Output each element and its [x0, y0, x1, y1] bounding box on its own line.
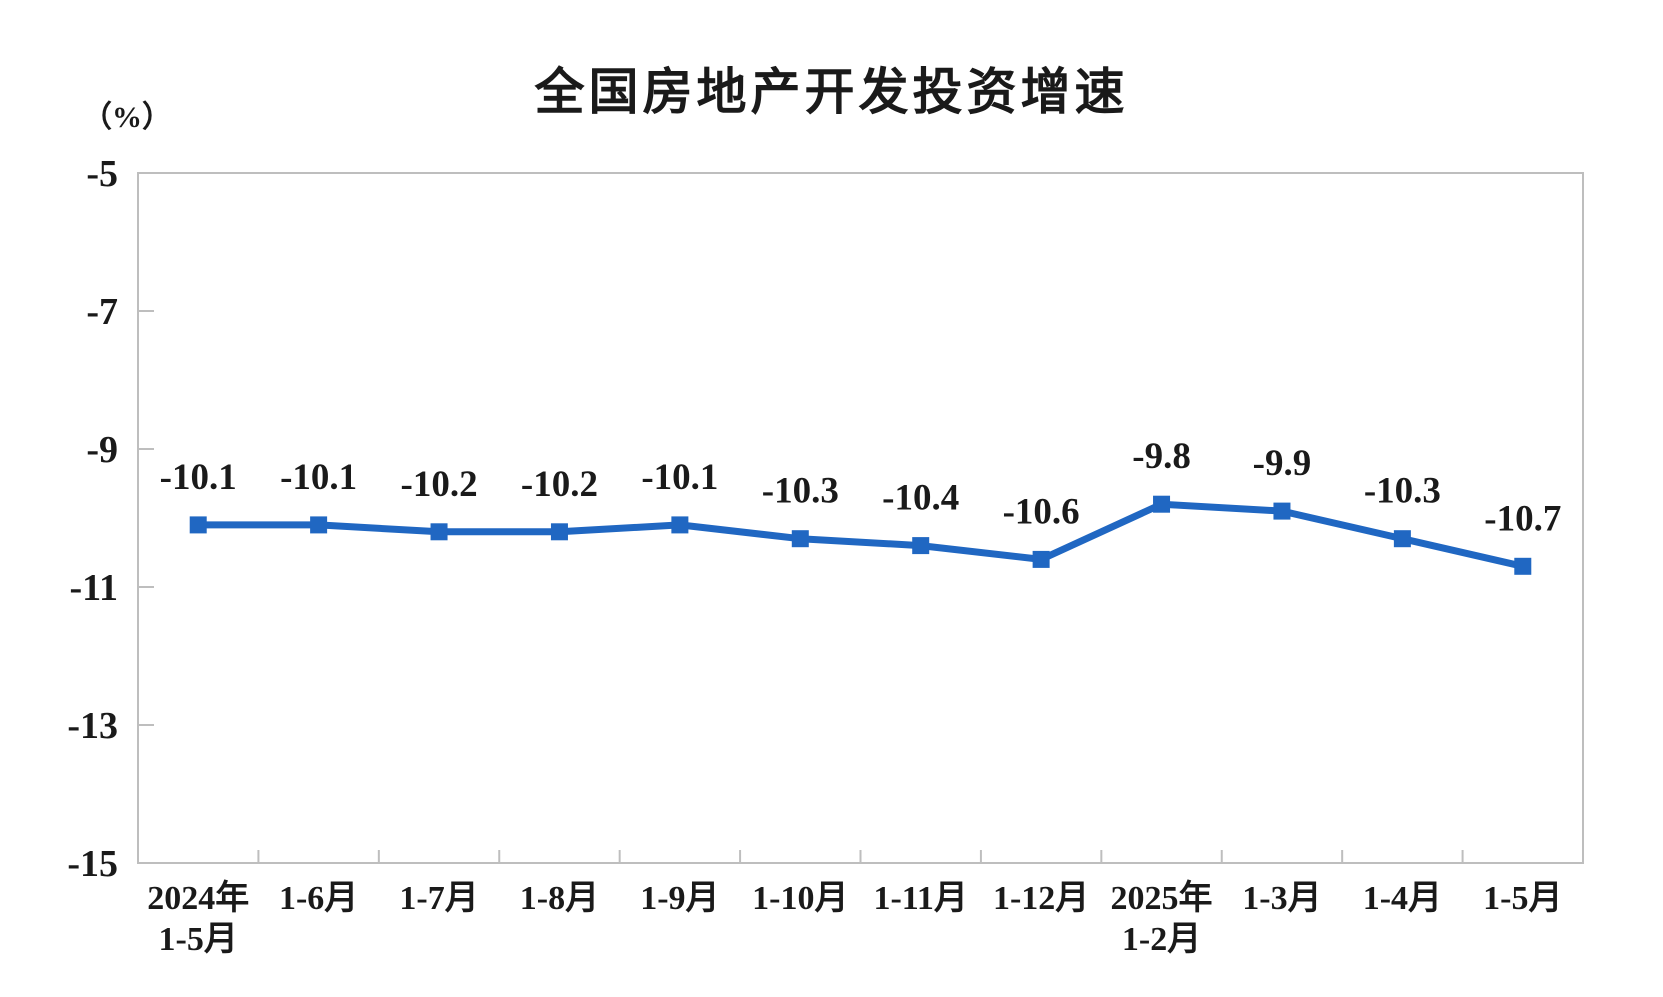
- plot-border: [137, 172, 1584, 864]
- data-point-marker: [430, 523, 448, 541]
- data-point-label: -10.1: [160, 457, 237, 498]
- x-axis-category-label: 1-9月: [640, 880, 719, 917]
- data-point-label: -10.2: [521, 464, 598, 505]
- y-axis-tick-label: -11: [69, 567, 118, 609]
- x-axis-category-label: 1-5月: [1483, 880, 1562, 917]
- data-line: [194, 500, 1527, 570]
- y-axis-tick-label: -7: [86, 291, 118, 333]
- data-point-marker: [1153, 495, 1171, 513]
- data-point-marker: [310, 516, 328, 534]
- y-axis-tick-label: -5: [86, 153, 118, 195]
- data-point-marker: [791, 530, 809, 548]
- data-point-marker: [189, 516, 207, 534]
- x-axis-category-label: 2025年 1-2月: [1111, 879, 1213, 958]
- x-axis-category-label: 1-4月: [1363, 880, 1442, 917]
- data-point-label: -10.3: [1364, 471, 1441, 512]
- y-axis-tick-label: -13: [67, 705, 118, 747]
- data-point-marker: [1393, 530, 1411, 548]
- data-point-marker: [1273, 502, 1291, 520]
- data-point-marker: [671, 516, 689, 534]
- x-axis-category-label: 1-10月: [752, 880, 848, 917]
- x-axis-category-label: 1-6月: [279, 880, 358, 917]
- data-point-label: -9.9: [1253, 443, 1312, 484]
- data-point-label: -10.2: [401, 464, 478, 505]
- x-axis-category-label: 1-8月: [520, 880, 599, 917]
- y-axis-tick-label: -9: [86, 429, 118, 471]
- data-point-marker: [1514, 557, 1532, 575]
- chart-title: 全国房地产开发投资增速: [534, 64, 1129, 120]
- y-axis-unit-label: （%）: [82, 101, 172, 134]
- data-point-marker: [912, 537, 930, 555]
- data-point-label: -9.8: [1132, 436, 1191, 477]
- x-axis-category-label: 2024年 1-5月: [147, 879, 249, 958]
- x-axis-category-label: 1-7月: [399, 880, 478, 917]
- x-axis-category-label: 1-12月: [993, 880, 1089, 917]
- data-point-label: -10.3: [762, 471, 839, 512]
- y-axis-tick-label: -15: [67, 843, 118, 885]
- data-point-label: -10.7: [1484, 498, 1561, 539]
- x-axis-category-label: 1-11月: [873, 880, 967, 917]
- data-point-marker: [1032, 550, 1050, 568]
- data-point-label: -10.1: [641, 457, 718, 498]
- data-point-label: -10.6: [1003, 491, 1080, 532]
- data-point-label: -10.4: [882, 478, 959, 519]
- x-axis-category-label: 1-3月: [1242, 880, 1321, 917]
- data-point-label: -10.1: [280, 457, 357, 498]
- data-point-marker: [550, 523, 568, 541]
